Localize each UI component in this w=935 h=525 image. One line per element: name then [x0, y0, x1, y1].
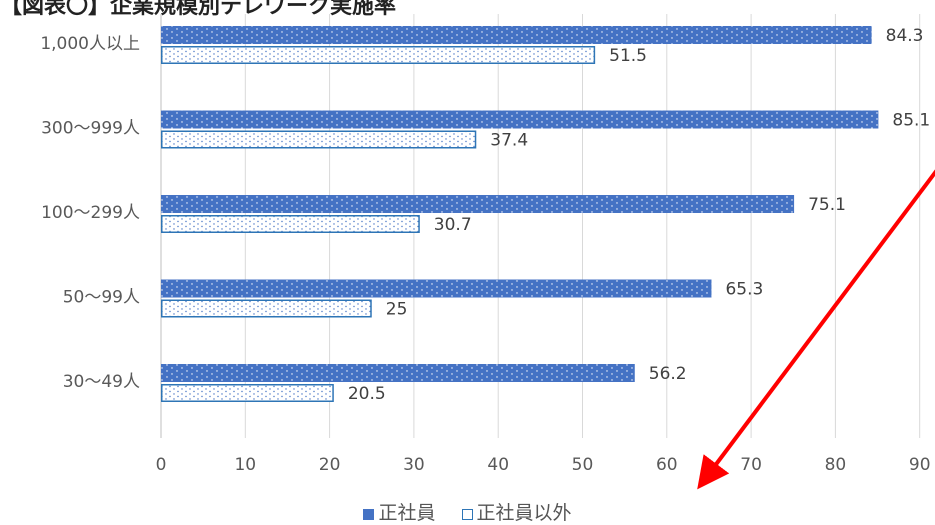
bar-series-1	[161, 130, 477, 149]
y-category-label: 1,000人以上	[40, 34, 140, 54]
legend: 正社員 正社員以外	[0, 498, 935, 525]
bar-series-0	[161, 195, 795, 213]
chart-title: 【図表〇】企業規模別テレワーク実施率	[0, 0, 397, 19]
data-label: 84.3	[886, 26, 924, 46]
bar-series-1	[161, 215, 420, 233]
legend-item-series-1: 正社員以外	[461, 498, 572, 525]
y-category-label: 100〜299人	[41, 203, 140, 223]
y-category-label: 300〜999人	[41, 119, 140, 139]
data-label: 30.7	[434, 215, 472, 235]
bar-series-1	[161, 46, 596, 64]
x-tick-label: 70	[740, 455, 762, 475]
x-tick-label: 30	[403, 455, 425, 475]
bar-series-1	[161, 384, 334, 402]
x-tick-label: 60	[656, 455, 678, 475]
x-tick-label: 0	[156, 455, 167, 475]
legend-swatch-dark	[363, 509, 375, 520]
x-tick-label: 90	[909, 455, 931, 475]
data-label: 25	[386, 300, 408, 320]
y-category-label: 50〜99人	[63, 288, 140, 308]
data-label: 20.5	[348, 384, 386, 404]
data-label: 65.3	[725, 280, 763, 300]
data-label: 85.1	[892, 111, 930, 131]
bar-series-0	[161, 26, 872, 44]
x-tick-label: 80	[825, 455, 847, 475]
legend-swatch-light	[461, 509, 473, 520]
data-label: 51.5	[609, 46, 647, 66]
legend-item-series-0: 正社員	[363, 498, 435, 525]
x-tick-label: 40	[487, 455, 509, 475]
data-label: 75.1	[808, 195, 846, 215]
legend-label: 正社員	[378, 502, 436, 524]
x-tick-label: 10	[234, 455, 256, 475]
red-arrow-annotation	[697, 169, 935, 490]
bar-series-0	[161, 364, 635, 382]
bar-series-0	[161, 110, 879, 129]
x-tick-label: 50	[572, 455, 594, 475]
data-label: 56.2	[649, 364, 687, 384]
bar-series-1	[161, 299, 372, 318]
legend-label: 正社員以外	[476, 502, 572, 524]
data-label: 37.4	[490, 131, 528, 151]
bar-series-0	[161, 279, 712, 298]
x-tick-label: 20	[319, 455, 341, 475]
y-category-label: 30〜49人	[63, 372, 140, 392]
